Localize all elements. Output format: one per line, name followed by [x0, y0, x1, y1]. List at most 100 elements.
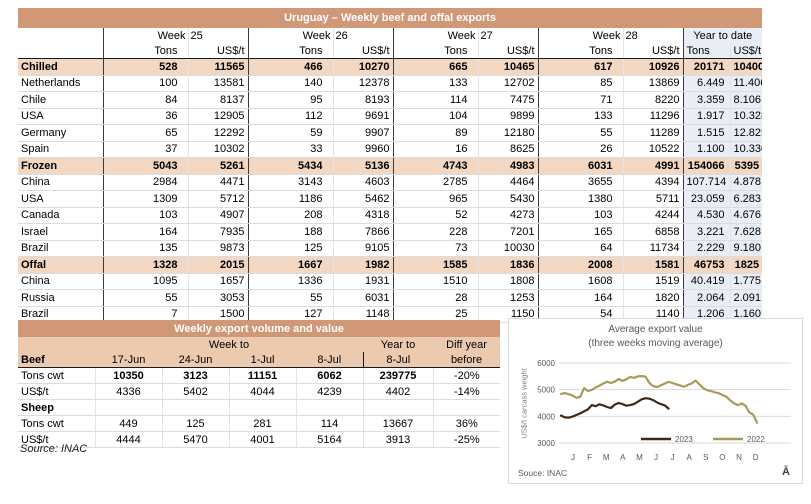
chart-panel: Average export value (three weeks moving… [508, 318, 803, 484]
value-cell: 9.180 [730, 240, 763, 257]
value-cell: 5395 [730, 157, 763, 175]
section-row: Chilled 528 11565 466 10270 665 10465 617 10926 2… [18, 58, 763, 76]
value-cell: 1380 [538, 190, 624, 208]
legend-label-2022: 2022 [747, 435, 765, 444]
value-cell: 133 [393, 75, 479, 92]
week-header-row: Week 25 Week 26 Week 27 Week 28 Year to … [18, 28, 763, 43]
x-month-label: F [587, 453, 592, 462]
value-cell: 5430 [478, 190, 539, 208]
value-cell: 4991 [623, 157, 684, 175]
value-cell: 133 [538, 108, 624, 125]
value-cell [229, 399, 297, 416]
value-cell: 20171 [683, 58, 731, 76]
value-cell: 10.328 [730, 108, 763, 125]
country-row: Chile 84 8137 95 8193 114 7475 71 8220 3.359 8.106 [18, 91, 763, 109]
weekly-volume-table: Weekly export volume and value Week to Y… [18, 320, 501, 448]
value-cell: 10926 [623, 58, 684, 76]
value-cell: 8220 [623, 91, 684, 109]
country-row: Israel 164 7935 188 7866 228 7201 165 6858 3.221 7… [18, 223, 763, 241]
value-cell: 10270 [333, 58, 394, 76]
date-header: 17-Jun [95, 352, 162, 368]
country-row: Netherlands 100 13581 140 12378 133 12702 85 138… [18, 75, 763, 92]
value-cell: 4402 [362, 383, 434, 400]
col-header-usd: US$/t [188, 43, 249, 59]
row-label: US$/t [18, 431, 96, 448]
diff-year-header: Diff year [433, 337, 501, 352]
value-cell: 1667 [248, 256, 334, 274]
country-row: Spain 37 10302 33 9960 16 8625 26 10522 1.100 10.3… [18, 141, 763, 158]
value-cell: 1095 [103, 273, 189, 290]
value-cell: 5136 [333, 157, 394, 175]
x-month-label: A [620, 453, 626, 462]
value-cell: 617 [538, 58, 624, 76]
x-month-label: O [719, 453, 725, 462]
country-row: China 1095 1657 1336 1931 1510 1808 1608 1519 40.… [18, 273, 763, 290]
weekly-table-title: Weekly export volume and value [18, 320, 501, 337]
col-header-usd: US$/t [478, 43, 539, 59]
value-cell: 100 [103, 75, 189, 92]
year-to-header: Year to [363, 337, 433, 352]
value-cell: 1581 [623, 256, 684, 274]
value-cell: 4603 [333, 174, 394, 191]
value-cell: 2.229 [683, 240, 731, 257]
week-to-header: Week to [95, 337, 363, 352]
inac-logo: Ā [782, 466, 790, 478]
series-line-2023 [559, 397, 670, 419]
value-cell: 46753 [683, 256, 731, 274]
value-cell: 3.359 [683, 91, 731, 109]
week-label: Week [538, 28, 624, 43]
value-cell: 1500 [188, 306, 249, 323]
value-cell: 9691 [333, 108, 394, 125]
chart-title: Average export value [608, 324, 703, 335]
corner-cell [18, 43, 104, 59]
value-cell: 228 [393, 223, 479, 241]
value-cell: 1.917 [683, 108, 731, 125]
value-cell: -14% [433, 383, 501, 400]
value-cell: 89 [393, 124, 479, 142]
value-cell: 164 [538, 289, 624, 307]
value-cell: 7475 [478, 91, 539, 109]
value-cell: 2015 [188, 256, 249, 274]
corner-cell [18, 28, 104, 43]
value-cell: 55 [248, 289, 334, 307]
x-month-label: M [603, 453, 610, 462]
value-cell: 140 [248, 75, 334, 92]
row-label: Frozen [18, 157, 104, 175]
value-cell: 13667 [362, 415, 434, 432]
exports-table-body: Chilled 528 11565 466 10270 665 10465 617 10926 2… [18, 58, 763, 323]
value-cell: 9873 [188, 240, 249, 257]
value-cell: 112 [248, 108, 334, 125]
value-cell: -20% [433, 367, 501, 384]
row-label: Offal [18, 256, 104, 274]
value-cell: 12.825 [730, 124, 763, 142]
value-cell: 8193 [333, 91, 394, 109]
weekly-table-title-row: Weekly export volume and value [18, 320, 501, 337]
value-cell: 2.064 [683, 289, 731, 307]
value-cell: 165 [538, 223, 624, 241]
value-cell: 4336 [95, 383, 163, 400]
value-cell: 4044 [229, 383, 297, 400]
value-cell: 125 [248, 240, 334, 257]
value-cell: 26 [538, 141, 624, 158]
col-header-tons: Tons [103, 43, 189, 59]
x-month-label: N [736, 453, 742, 462]
col-header-tons: Tons [393, 43, 479, 59]
value-cell: 10522 [623, 141, 684, 158]
row-label: Canada [18, 207, 104, 224]
country-row: Germany 65 12292 59 9907 89 12180 55 11289 1.515 1… [18, 124, 763, 142]
row-label: Netherlands [18, 75, 104, 92]
value-cell: 1510 [393, 273, 479, 290]
value-cell: 3123 [162, 367, 230, 384]
week-number: 28 [623, 28, 684, 43]
value-cell: 466 [248, 58, 334, 76]
value-cell: 4.878 [730, 174, 763, 191]
row-label: China [18, 174, 104, 191]
value-cell: 1836 [478, 256, 539, 274]
value-cell: 5261 [188, 157, 249, 175]
exports-table: Uruguay – Weekly beef and offal exports … [18, 8, 763, 323]
x-month-label: J [654, 453, 658, 462]
value-cell: 1186 [248, 190, 334, 208]
value-cell: 528 [103, 58, 189, 76]
weekly-data-row: Tons cwt 449 125 281 114 13667 36% [18, 415, 501, 432]
section-row: Frozen 5043 5261 5434 5136 4743 4983 6031 4991 15… [18, 157, 763, 175]
